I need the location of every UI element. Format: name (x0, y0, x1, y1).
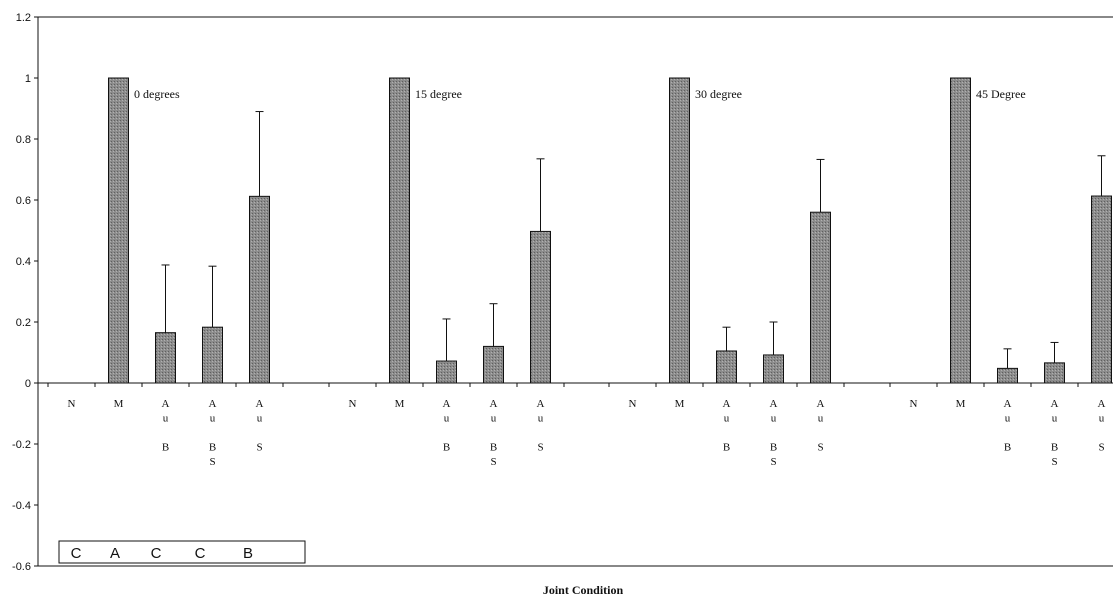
category-label: A (209, 398, 217, 410)
bar (436, 360, 457, 384)
category-label: A (162, 398, 170, 410)
bar (810, 211, 831, 384)
category-label: B (723, 442, 730, 454)
bar (1091, 195, 1112, 384)
bar (202, 326, 223, 384)
category-label: S (817, 442, 823, 454)
category-label: S (770, 456, 776, 468)
category-label: S (1051, 456, 1057, 468)
bar (155, 332, 176, 384)
category-label: u (1005, 413, 1011, 425)
category-label: u (818, 413, 824, 425)
category-label: u (771, 413, 777, 425)
category-label: u (724, 413, 730, 425)
y-tick-label: -0.4 (12, 500, 31, 512)
bar (716, 350, 737, 384)
category-label: M (395, 398, 405, 410)
category-label: A (770, 398, 778, 410)
legend-letter: C (195, 545, 206, 562)
category-label: S (256, 442, 262, 454)
category-label: u (257, 413, 263, 425)
y-tick-label: 0.4 (16, 256, 31, 268)
y-tick-label: 1 (25, 73, 31, 85)
category-label: B (1051, 442, 1058, 454)
category-label: S (537, 442, 543, 454)
category-label: u (163, 413, 169, 425)
bar (249, 195, 270, 384)
category-label: A (723, 398, 731, 410)
category-label: A (490, 398, 498, 410)
category-label: M (675, 398, 685, 410)
bar (1044, 362, 1065, 384)
bar (483, 345, 504, 384)
category-label: B (1004, 442, 1011, 454)
x-axis-label: Joint Condition (543, 583, 624, 597)
group-label: 30 degree (695, 87, 742, 101)
category-label: M (114, 398, 124, 410)
category-label: A (256, 398, 264, 410)
bar (669, 77, 690, 384)
bar (997, 367, 1018, 384)
category-label: B (490, 442, 497, 454)
bar (763, 354, 784, 384)
legend-letter: C (151, 545, 162, 562)
category-label: A (537, 398, 545, 410)
y-tick-label: 1.2 (16, 12, 31, 24)
group-label: 45 Degree (976, 87, 1026, 101)
category-label: u (1052, 413, 1058, 425)
y-tick-label: 0.6 (16, 195, 31, 207)
group-label: 0 degrees (134, 87, 180, 101)
category-label: A (1004, 398, 1012, 410)
category-label: M (956, 398, 966, 410)
category-label: B (209, 442, 216, 454)
group-label: 15 degree (415, 87, 462, 101)
y-tick-label: -0.6 (12, 561, 31, 573)
category-label: S (490, 456, 496, 468)
legend-frame (58, 540, 306, 564)
bar (108, 77, 129, 384)
legend-letter: B (243, 545, 253, 562)
category-label: B (770, 442, 777, 454)
category-label: S (1098, 442, 1104, 454)
category-label: A (1051, 398, 1059, 410)
category-label: N (910, 398, 918, 410)
category-label: S (209, 456, 215, 468)
category-label: u (444, 413, 450, 425)
category-label: N (349, 398, 357, 410)
category-label: u (538, 413, 544, 425)
category-label: N (68, 398, 76, 410)
y-tick-label: 0 (25, 378, 31, 390)
category-label: A (817, 398, 825, 410)
legend-letter: C (71, 545, 82, 562)
y-tick-label: 0.2 (16, 317, 31, 329)
bar (950, 77, 971, 384)
category-label: A (1098, 398, 1106, 410)
category-label: u (1099, 413, 1105, 425)
bar (389, 77, 410, 384)
category-label: A (443, 398, 451, 410)
category-label: B (443, 442, 450, 454)
y-tick-label: 0.8 (16, 134, 31, 146)
y-tick-label: -0.2 (12, 439, 31, 451)
legend-letter: A (110, 545, 120, 562)
category-label: u (210, 413, 216, 425)
category-label: B (162, 442, 169, 454)
bars (108, 77, 1112, 384)
bar (530, 230, 551, 384)
category-label: N (629, 398, 637, 410)
category-label: u (491, 413, 497, 425)
